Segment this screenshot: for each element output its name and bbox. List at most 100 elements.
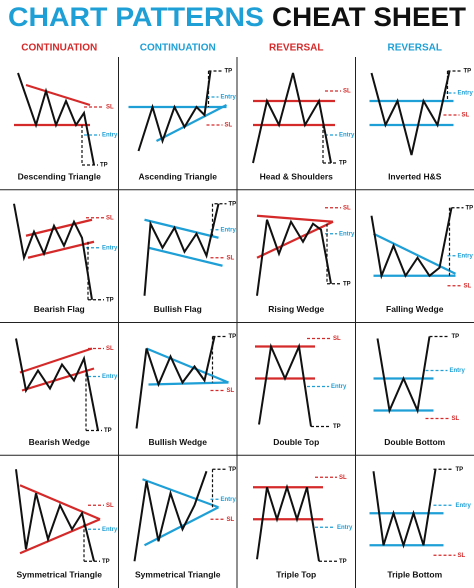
level-label: TP (339, 559, 347, 565)
price-path (17, 72, 95, 166)
price-path (370, 207, 453, 280)
level-label: TP (339, 161, 347, 167)
level-label: Entry (221, 227, 237, 233)
level-line (25, 83, 91, 107)
pattern-cell: SL Entry TP (13, 203, 118, 303)
level-label: SL (343, 205, 351, 211)
level-label: SL (343, 89, 351, 95)
pattern-name: Bearish Wedge (29, 437, 91, 447)
level-label: SL (227, 388, 235, 394)
level-label: TP (466, 205, 474, 211)
level-label: SL (458, 553, 466, 559)
level-label: TP (106, 297, 114, 303)
level-line (373, 232, 456, 275)
pattern-cell: SL Entry TP (253, 475, 353, 565)
price-path (13, 203, 93, 300)
level-label: SL (106, 346, 114, 352)
level-label: TP (343, 281, 351, 287)
column-header: CONTINUATION (140, 43, 216, 54)
pattern-name: Symmetrical Triangle (135, 570, 221, 580)
price-path (256, 219, 332, 296)
level-label: SL (225, 123, 233, 129)
level-label: Entry (102, 374, 118, 380)
pattern-cell: SL Entry TP (14, 72, 118, 169)
pattern-name: Falling Wedge (386, 304, 444, 314)
level-label: TP (452, 334, 460, 340)
level-label: SL (106, 215, 114, 221)
level-label: Entry (221, 95, 237, 101)
pattern-cell: TP Entry SL (369, 467, 472, 559)
level-label: Entry (339, 231, 355, 237)
pattern-name: Double Top (273, 437, 319, 447)
column-header: REVERSAL (388, 43, 442, 54)
pattern-cell: SL Entry TP (255, 336, 347, 430)
level-label: TP (229, 334, 237, 340)
level-label: TP (229, 201, 237, 207)
pattern-cell: SL Entry TP (15, 338, 118, 434)
level-label: Entry (221, 497, 237, 503)
level-line (144, 218, 219, 239)
level-label: TP (333, 424, 341, 430)
price-path (15, 469, 95, 562)
level-line (256, 220, 334, 259)
pattern-name: Head & Shoulders (260, 171, 333, 181)
level-label: Entry (458, 91, 474, 97)
pattern-cell: TP Entry SL (369, 69, 474, 156)
price-path (258, 342, 312, 427)
level-label: SL (106, 503, 114, 509)
price-path (376, 336, 431, 415)
level-label: TP (456, 467, 464, 473)
pattern-cell: TP Entry SL (133, 467, 237, 562)
level-line (155, 104, 228, 142)
pattern-cell: TP Entry SL (370, 205, 474, 289)
pattern-name: Descending Triangle (18, 171, 101, 181)
price-path (15, 338, 99, 431)
level-line (148, 381, 229, 386)
price-path (143, 203, 220, 296)
pattern-name: Symmetrical Triangle (16, 570, 102, 580)
level-label: TP (100, 163, 108, 169)
price-path (252, 72, 332, 164)
level-line (256, 214, 334, 223)
price-path (370, 70, 451, 156)
pattern-cell: TP Entry SL (128, 69, 237, 152)
level-label: SL (106, 105, 114, 111)
pattern-name: Triple Bottom (387, 570, 442, 580)
pattern-name: Double Bottom (384, 437, 445, 447)
column-header: REVERSAL (269, 43, 323, 54)
pattern-cell: SL Entry TP (252, 72, 355, 167)
level-line (19, 347, 93, 374)
level-label: SL (464, 283, 472, 289)
level-label: Entry (456, 503, 472, 509)
pattern-cell: TP Entry SL (373, 334, 466, 422)
pattern-name: Ascending Triangle (139, 171, 218, 181)
level-line (19, 484, 101, 521)
pattern-name: Bullish Wedge (149, 437, 208, 447)
level-line (142, 478, 219, 509)
price-path (372, 469, 437, 549)
pattern-name: Inverted H&S (388, 171, 442, 181)
pattern-name: Bearish Flag (34, 304, 85, 314)
level-label: TP (464, 69, 472, 75)
level-line (19, 518, 101, 555)
level-label: Entry (450, 368, 466, 374)
pattern-cell: TP Entry SL (143, 201, 237, 296)
level-line (146, 347, 229, 384)
price-path (133, 470, 208, 562)
level-label: Entry (102, 245, 118, 251)
price-path (256, 483, 320, 562)
level-line (25, 218, 93, 237)
level-line (21, 367, 95, 392)
level-label: Entry (458, 253, 474, 259)
level-label: Entry (339, 133, 355, 139)
pattern-cell: TP SL (135, 334, 237, 429)
price-path (135, 336, 216, 429)
level-label: TP (102, 559, 110, 565)
pattern-name: Bullish Flag (154, 304, 202, 314)
price-path (137, 70, 212, 152)
level-label: TP (229, 467, 237, 473)
title-part-2: CHEAT SHEET (272, 2, 467, 32)
level-label: Entry (102, 133, 118, 139)
level-label: SL (227, 255, 235, 261)
